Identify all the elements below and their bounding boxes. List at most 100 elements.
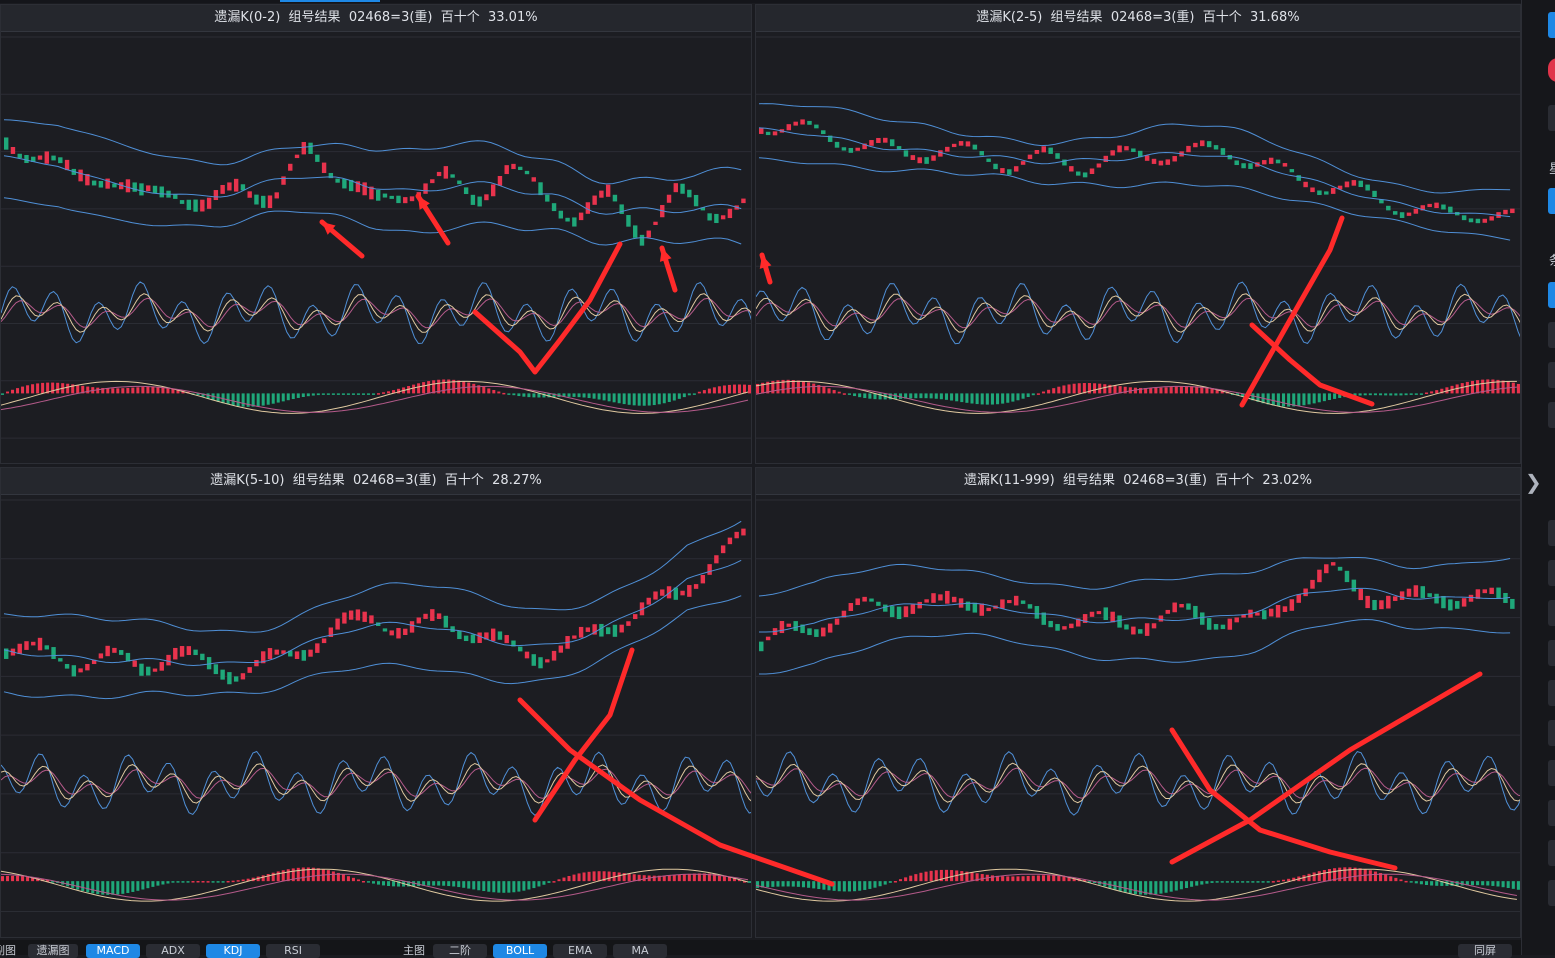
same-screen-button[interactable]: 同屏	[1458, 944, 1512, 958]
macd-bar	[1057, 386, 1061, 394]
panel-title: 遗漏K(11-999) 组号结果 02468=3(重) 百十个 23.02%	[756, 468, 1520, 495]
macd-bar	[261, 393, 265, 406]
macd-bar	[1149, 881, 1153, 895]
macd-bar	[341, 874, 345, 882]
candle	[233, 676, 239, 682]
macd-bar	[1082, 383, 1086, 394]
sidebar-button[interactable]	[1548, 105, 1555, 131]
candle	[355, 609, 361, 621]
macd-bar	[1281, 879, 1286, 882]
tab-adx[interactable]: ADX	[146, 944, 200, 958]
candle	[274, 649, 279, 655]
tab-boll[interactable]: BOLL	[493, 944, 547, 958]
macd-bar	[1404, 880, 1408, 883]
chevron-right-icon[interactable]: ❯	[1525, 470, 1542, 494]
candle	[423, 183, 428, 194]
tab-second-order[interactable]: 二阶	[433, 944, 487, 958]
macd-bar	[1287, 878, 1291, 882]
top-accent-tab[interactable]	[280, 0, 380, 2]
candle	[362, 182, 367, 196]
candle	[1406, 588, 1412, 597]
macd-bar	[126, 881, 130, 893]
candle	[673, 587, 678, 600]
sidebar-button[interactable]	[1548, 640, 1555, 666]
sidebar-button[interactable]	[1548, 880, 1555, 906]
macd-bar	[980, 393, 984, 405]
macd-bar	[929, 393, 933, 399]
candle	[693, 584, 699, 589]
macd-bar	[1481, 881, 1485, 886]
macd-bar	[1011, 393, 1015, 402]
macd-bar	[955, 393, 959, 402]
candle	[1275, 159, 1281, 164]
macd-bar	[1317, 871, 1321, 882]
sidebar-button[interactable]	[1548, 720, 1555, 746]
candle	[551, 650, 557, 661]
candle	[403, 628, 408, 636]
sidebar-button[interactable]	[1548, 188, 1555, 214]
candle	[807, 628, 812, 636]
macd-bar	[266, 874, 270, 882]
record-icon[interactable]	[1548, 58, 1555, 82]
candle	[186, 199, 192, 210]
candle	[945, 590, 950, 604]
sidebar-button[interactable]	[1548, 362, 1555, 388]
sidebar-button[interactable]	[1548, 520, 1555, 546]
macd-bar	[742, 384, 746, 394]
sidebar-button[interactable]	[1548, 12, 1555, 38]
macd-bar	[1031, 875, 1035, 882]
candle	[834, 618, 840, 625]
macd-bar	[216, 881, 220, 883]
macd-bar	[1409, 881, 1413, 883]
macd-bar	[1317, 393, 1321, 403]
macd-bar	[747, 881, 751, 883]
macd-bar	[487, 388, 491, 394]
tab-ema[interactable]: EMA	[553, 944, 607, 958]
candle	[335, 618, 340, 630]
tab-kdj[interactable]: KDJ	[206, 944, 260, 958]
candle	[105, 178, 110, 189]
macd-bar	[517, 881, 521, 892]
candle	[1344, 570, 1350, 583]
sidebar-button[interactable]	[1548, 402, 1555, 428]
candle	[1165, 609, 1171, 614]
candle	[477, 196, 482, 207]
macd-bar	[817, 881, 821, 890]
macd-bar	[1184, 881, 1189, 889]
sidebar-button[interactable]	[1548, 560, 1555, 586]
missing-chart-tab[interactable]: 遗漏图	[28, 944, 78, 958]
macd-bar	[306, 867, 310, 882]
candle	[1103, 607, 1109, 620]
macd-bar	[66, 383, 70, 394]
macd-bar	[1414, 881, 1418, 884]
macd-bar	[442, 379, 446, 394]
macd-bar	[291, 868, 295, 882]
candle	[396, 195, 401, 204]
tab-rsi[interactable]: RSI	[266, 944, 320, 958]
candle	[220, 184, 225, 194]
candle	[1041, 146, 1047, 153]
macd-bar	[858, 881, 862, 891]
candle	[841, 147, 847, 151]
candle	[1386, 205, 1391, 211]
candle	[1454, 601, 1460, 609]
sidebar-button[interactable]	[1548, 840, 1555, 866]
macd-bar	[377, 393, 381, 395]
sidebar-button[interactable]	[1548, 282, 1555, 308]
macd-bar	[1041, 391, 1046, 394]
candle	[1262, 160, 1267, 165]
candle	[1069, 166, 1074, 172]
candle	[294, 651, 300, 659]
candle	[1434, 593, 1439, 604]
tab-macd[interactable]: MACD	[86, 944, 140, 958]
macd-bar	[31, 384, 35, 394]
tab-ma[interactable]: MA	[613, 944, 667, 958]
candle	[889, 606, 895, 618]
macd-bar	[904, 877, 908, 882]
sidebar-button[interactable]	[1548, 760, 1555, 786]
sidebar-button[interactable]	[1548, 800, 1555, 826]
sidebar-button[interactable]	[1548, 600, 1555, 626]
candle	[213, 190, 219, 201]
sidebar-button[interactable]	[1548, 680, 1555, 706]
sidebar-button[interactable]	[1548, 322, 1555, 348]
